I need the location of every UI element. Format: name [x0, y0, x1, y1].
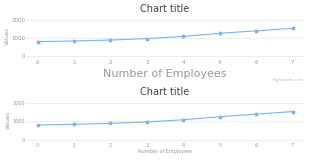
- X-axis label: Number of Employees: Number of Employees: [103, 69, 227, 79]
- Title: Chart title: Chart title: [141, 4, 190, 14]
- Y-axis label: Values: Values: [6, 111, 11, 129]
- X-axis label: Number of Employees: Number of Employees: [138, 149, 192, 154]
- Text: Highcharts.com: Highcharts.com: [273, 78, 304, 82]
- Y-axis label: Values: Values: [5, 27, 10, 45]
- Title: Chart title: Chart title: [141, 87, 190, 97]
